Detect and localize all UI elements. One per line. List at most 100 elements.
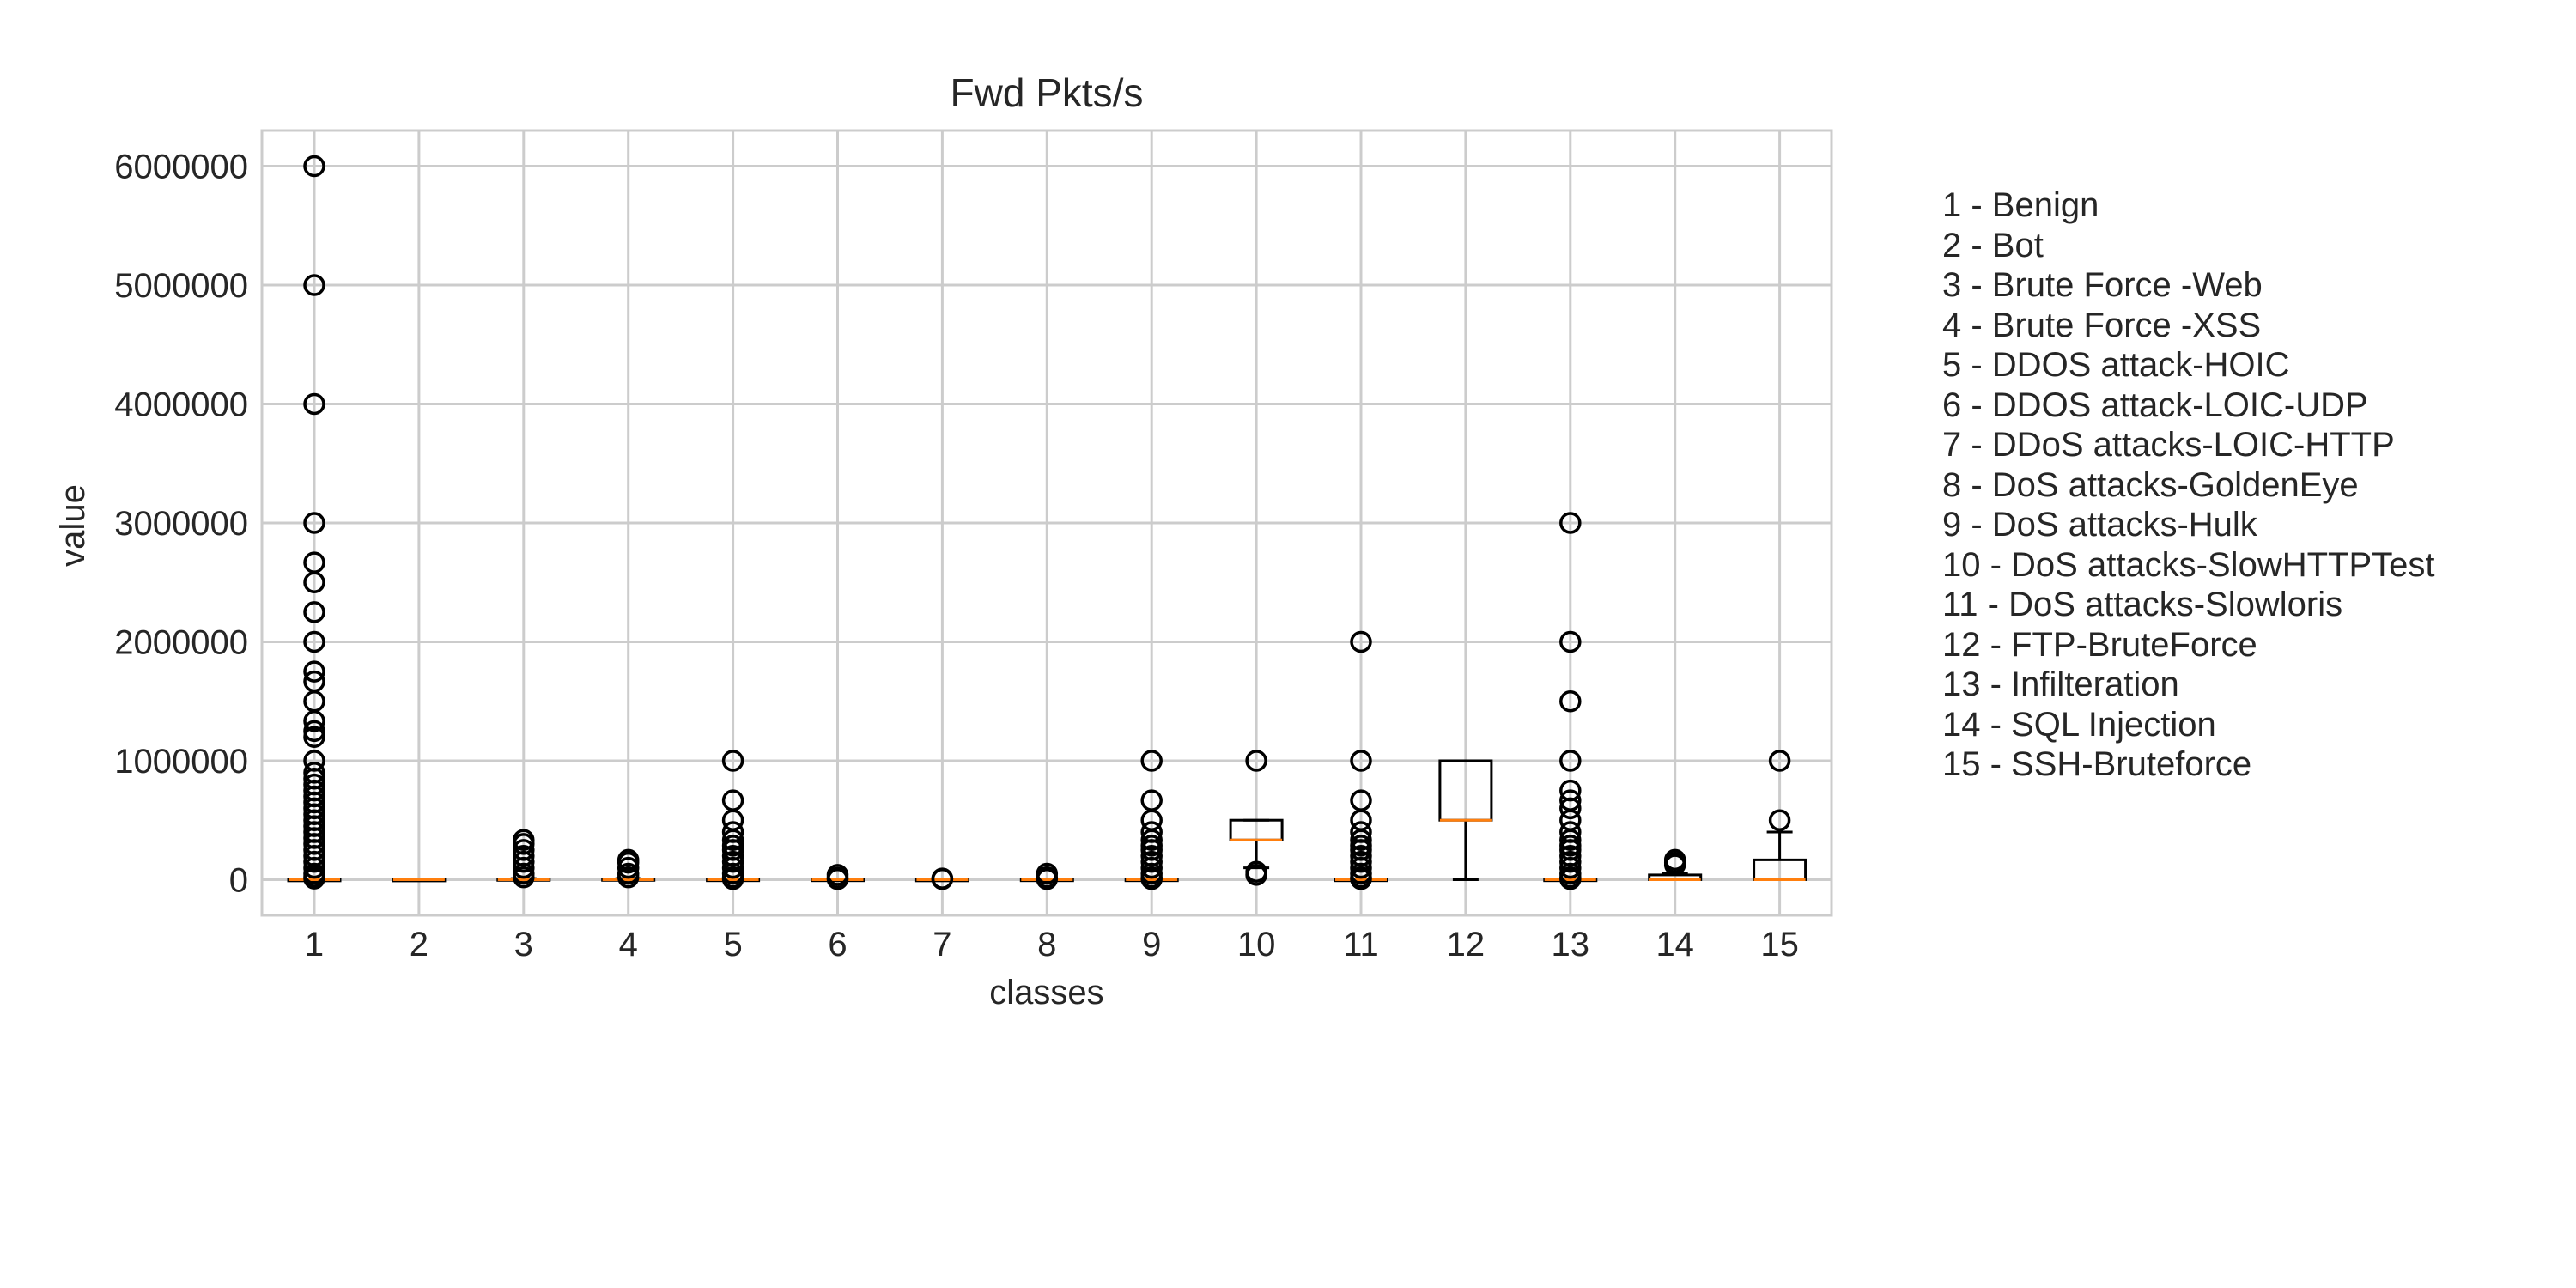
box-group-4: [601, 848, 656, 889]
y-tick-label: 5000000: [114, 267, 248, 305]
outlier-point: [1559, 630, 1582, 653]
outlier-point: [1768, 809, 1791, 831]
legend: 1 - Benign 2 - Bot 3 - Brute Force -Web 4 -…: [1942, 185, 2435, 785]
x-tick-label: 15: [1760, 926, 1799, 963]
outlier-point: [303, 601, 325, 623]
legend-entry: 15 - SSH-Bruteforce: [1942, 745, 2252, 783]
x-tick-label: 6: [828, 926, 847, 963]
outlier-point: [1140, 868, 1163, 890]
legend-entry: 6 - DDOS attack-LOIC-UDP: [1942, 386, 2368, 424]
outlier-point: [1350, 829, 1372, 852]
outlier-point: [303, 630, 325, 653]
outlier-point: [1350, 850, 1372, 873]
outlier-point: [1559, 868, 1582, 890]
box-group-6: [811, 864, 865, 890]
outlier-point: [303, 867, 325, 890]
outlier-point: [1559, 850, 1582, 873]
outlier-point: [303, 660, 325, 683]
legend-entry: 5 - DDOS attack-HOIC: [1942, 346, 2290, 384]
legend-entry: 4 - Brute Force -XSS: [1942, 306, 2262, 344]
outlier-point: [1350, 750, 1372, 772]
box-group-11: [1334, 630, 1388, 890]
outlier-point: [303, 726, 325, 749]
outlier-point: [1559, 690, 1582, 713]
x-tick-label: 2: [410, 926, 428, 963]
outlier-point: [721, 850, 744, 873]
outlier-point: [513, 856, 535, 879]
x-tick-label: 10: [1237, 926, 1276, 963]
chart-title: Fwd Pkts/s: [951, 70, 1144, 115]
outlier-point: [303, 155, 325, 178]
x-axis-label: classes: [989, 974, 1103, 1012]
x-tick-label: 14: [1656, 926, 1694, 963]
outlier-point: [721, 856, 744, 879]
box-group-12: [1438, 759, 1493, 881]
outlier-point: [1559, 750, 1582, 772]
box-group-1: [287, 155, 342, 890]
y-tick-labels: 0 1000000 2000000 3000000 4000000 5000000 6000…: [114, 149, 248, 900]
legend-entry: 10 - DoS attacks-SlowHTTPTest: [1942, 545, 2435, 584]
y-tick-label: 4000000: [114, 386, 248, 424]
box-group-15: [1753, 750, 1807, 881]
x-tick-labels: 1 2 3 4 5 6 7 8 9 10 11 12 13 14 15: [305, 926, 1799, 963]
boxes-layer: [287, 155, 1807, 890]
outlier-point: [303, 512, 325, 534]
outlier-point: [617, 866, 640, 889]
x-tick-label: 5: [723, 926, 742, 963]
box-group-7: [914, 867, 969, 890]
legend-entry: 2 - Bot: [1942, 226, 2044, 264]
legend-entry: 14 - SQL Injection: [1942, 705, 2216, 744]
box-group-5: [706, 750, 761, 890]
outlier-point: [1350, 868, 1372, 890]
outlier-point: [513, 866, 535, 889]
x-tick-label: 3: [514, 926, 533, 963]
outlier-point: [1140, 750, 1163, 772]
outlier-point: [721, 750, 744, 772]
box-group-9: [1124, 750, 1179, 890]
outlier-point: [1350, 630, 1372, 653]
outlier-point: [303, 710, 325, 732]
legend-entry: 3 - Brute Force -Web: [1942, 266, 2263, 304]
x-tick-label: 8: [1037, 926, 1056, 963]
outlier-point: [1036, 868, 1059, 890]
legend-entry: 9 - DoS attacks-Hulk: [1942, 506, 2257, 544]
legend-entry: 12 - FTP-BruteForce: [1942, 625, 2257, 664]
outlier-point: [303, 856, 325, 879]
outlier-point: [303, 571, 325, 593]
y-tick-label: 3000000: [114, 505, 248, 543]
outlier-point: [1559, 797, 1582, 820]
outlier-point: [721, 829, 744, 852]
outlier-point: [303, 274, 325, 296]
box-group-14: [1648, 848, 1703, 881]
box-group-13: [1543, 512, 1598, 890]
legend-entry: 13 - Infilteration: [1942, 665, 2179, 703]
x-tick-label: 7: [933, 926, 951, 963]
legend-entry: 1 - Benign: [1942, 186, 2099, 224]
outlier-point: [1140, 850, 1163, 873]
legend-entry: 8 - DoS attacks-GoldenEye: [1942, 465, 2359, 504]
legend-entry: 7 - DDoS attacks-LOIC-HTTP: [1942, 426, 2395, 464]
y-axis-label: value: [54, 484, 92, 567]
x-tick-label: 4: [619, 926, 638, 963]
outlier-point: [303, 850, 325, 873]
y-tick-label: 1000000: [114, 743, 248, 781]
outlier-point: [721, 868, 744, 890]
y-tick-label: 6000000: [114, 149, 248, 186]
y-tick-label: 0: [229, 861, 248, 899]
outlier-point: [1559, 829, 1582, 852]
outlier-point: [513, 850, 535, 873]
x-tick-label: 13: [1552, 926, 1590, 963]
outlier-point: [1768, 750, 1791, 772]
legend-entry: 11 - DoS attacks-Slowloris: [1942, 586, 2343, 623]
outlier-point: [1559, 512, 1582, 534]
box-group-3: [496, 829, 551, 889]
outlier-point: [931, 868, 954, 890]
outlier-point: [1559, 856, 1582, 879]
x-tick-label: 12: [1447, 926, 1485, 963]
outlier-point: [1663, 854, 1686, 876]
outlier-point: [1140, 856, 1163, 879]
x-tick-label: 11: [1343, 926, 1379, 963]
plot-frame: [260, 129, 1833, 917]
outlier-point: [1350, 856, 1372, 879]
